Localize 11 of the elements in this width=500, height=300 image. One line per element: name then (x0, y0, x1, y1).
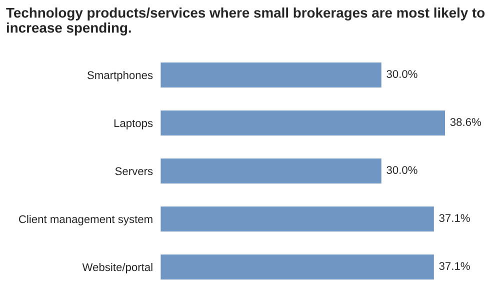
data-label: 37.1% (439, 262, 470, 270)
data-label: 38.6% (450, 118, 481, 126)
y-tick-label: Smartphones (87, 70, 153, 82)
y-tick-label: Website/portal (82, 262, 152, 274)
y-tick-label: Servers (115, 167, 153, 176)
data-label: 30.0% (386, 70, 418, 78)
y-tick-label: Client management system (19, 214, 152, 226)
data-label: 30.0% (386, 166, 418, 174)
y-tick-label: Laptops (114, 119, 153, 130)
chart-title: Technology products/services where small brokerages are most likely to increase spending. (6, 8, 485, 36)
data-label: 37.1% (439, 214, 470, 222)
